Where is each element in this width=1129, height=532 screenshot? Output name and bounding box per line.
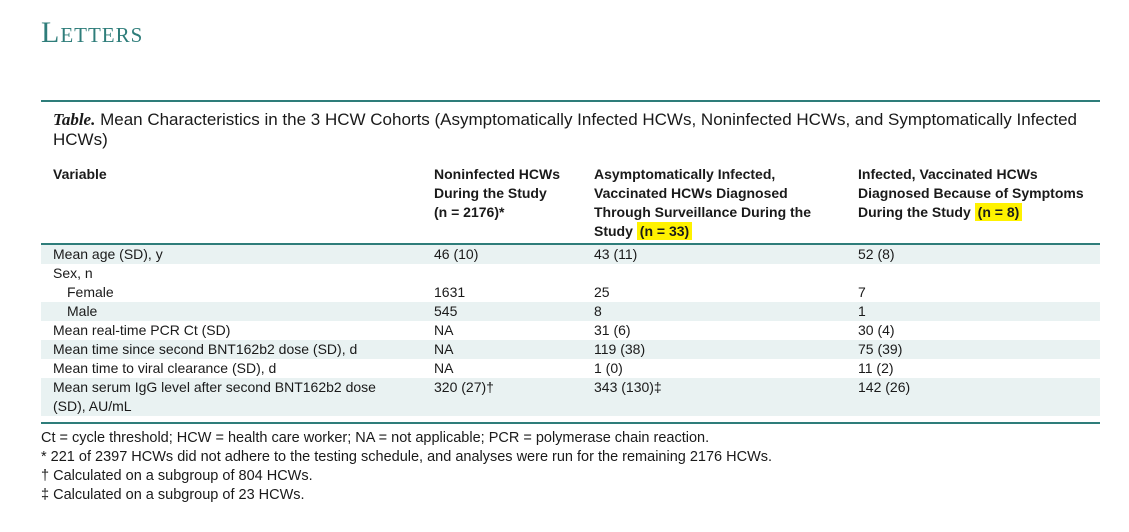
header-variable: Variable — [53, 166, 107, 182]
highlight-n33: (n = 33) — [636, 222, 693, 240]
header-col2-line4a: Study — [594, 223, 633, 239]
row-variable: Mean time since second BNT162b2 dose (SD… — [53, 341, 358, 357]
footnote-asterisk: * 221 of 2397 HCWs did not adhere to the… — [41, 449, 773, 465]
row-variable: Female — [67, 284, 114, 300]
header-col1-line3: (n = 2176)* — [434, 204, 505, 220]
table-row: Mean serum IgG level after second BNT162… — [41, 378, 1100, 416]
row-asymptomatic: 43 (11) — [594, 246, 638, 262]
footnote-dagger: † Calculated on a subgroup of 804 HCWs. — [41, 468, 313, 484]
header-col2-line2: Vaccinated HCWs Diagnosed — [594, 185, 788, 201]
row-variable: Male — [67, 303, 98, 319]
header-rule — [41, 243, 1100, 245]
row-noninfected: 46 (10) — [434, 246, 479, 262]
footnote-abbreviations: Ct = cycle threshold; HCW = health care … — [41, 430, 710, 446]
row-symptomatic: 11 (2) — [858, 360, 894, 376]
row-noninfected: 1631 — [434, 284, 466, 300]
row-noninfected: NA — [434, 360, 454, 376]
table-caption: Table. Mean Characteristics in the 3 HCW… — [53, 110, 1093, 150]
table-row: Mean time since second BNT162b2 dose (SD… — [41, 340, 1100, 359]
row-symptomatic: 52 (8) — [858, 246, 895, 262]
table-row: Female 1631 25 7 — [41, 283, 1100, 302]
table-row: Mean real-time PCR Ct (SD) NA 31 (6) 30 … — [41, 321, 1100, 340]
row-asymptomatic: 25 — [594, 284, 610, 300]
table-top-rule — [41, 100, 1100, 102]
footnote-double-dagger: ‡ Calculated on a subgroup of 23 HCWs. — [41, 487, 305, 503]
header-col3-line3a: During the Study — [858, 204, 971, 220]
header-col1-line2: During the Study — [434, 185, 547, 201]
row-variable: Mean age (SD), y — [53, 246, 163, 262]
header-asymptomatic: Asymptomatically Infected, Vaccinated HC… — [594, 165, 811, 241]
row-variable: Mean real-time PCR Ct (SD) — [53, 322, 231, 338]
row-asymptomatic: 119 (38) — [594, 341, 646, 357]
header-col3-line2: Diagnosed Because of Symptoms — [858, 185, 1084, 201]
header-symptomatic: Infected, Vaccinated HCWs Diagnosed Beca… — [858, 165, 1084, 222]
table-row: Mean time to viral clearance (SD), d NA … — [41, 359, 1100, 378]
row-noninfected: 545 — [434, 303, 458, 319]
row-asymptomatic: 8 — [594, 303, 602, 319]
row-noninfected: NA — [434, 341, 454, 357]
row-variable: Sex, n — [53, 265, 93, 281]
row-symptomatic: 75 (39) — [858, 341, 903, 357]
row-asymptomatic: 31 (6) — [594, 322, 631, 338]
table-row: Sex, n — [41, 264, 1100, 283]
row-asymptomatic: 343 (130)‡ — [594, 379, 662, 395]
row-symptomatic: 1 — [858, 303, 866, 319]
row-variable: Mean time to viral clearance (SD), d — [53, 360, 277, 376]
row-noninfected: 320 (27)† — [434, 379, 494, 395]
row-noninfected: NA — [434, 322, 454, 338]
highlight-n8: (n = 8) — [974, 203, 1023, 221]
row-symptomatic: 7 — [858, 284, 866, 300]
row-variable: Mean serum IgG level after second BNT162… — [53, 379, 376, 414]
header-col2-line3: Through Surveillance During the — [594, 204, 812, 220]
row-symptomatic: 142 (26) — [858, 379, 911, 395]
row-symptomatic: 30 (4) — [858, 322, 895, 338]
table-body: Mean age (SD), y 46 (10) 43 (11) 52 (8) … — [41, 245, 1100, 416]
table-row: Male 545 8 1 — [41, 302, 1100, 321]
caption-lead: Table. — [53, 110, 96, 129]
header-col2-line1: Asymptomatically Infected, — [594, 166, 776, 182]
table-bottom-rule — [41, 422, 1100, 424]
header-noninfected: Noninfected HCWs During the Study (n = 2… — [434, 165, 560, 222]
caption-text: Mean Characteristics in the 3 HCW Cohort… — [53, 110, 1077, 149]
header-col1-line1: Noninfected HCWs — [434, 166, 560, 182]
table-row: Mean age (SD), y 46 (10) 43 (11) 52 (8) — [41, 245, 1100, 264]
section-title: Letters — [41, 16, 144, 49]
table-footnotes: Ct = cycle threshold; HCW = health care … — [41, 429, 772, 505]
header-col3-line1: Infected, Vaccinated HCWs — [858, 166, 1038, 182]
row-asymptomatic: 1 (0) — [594, 360, 623, 376]
